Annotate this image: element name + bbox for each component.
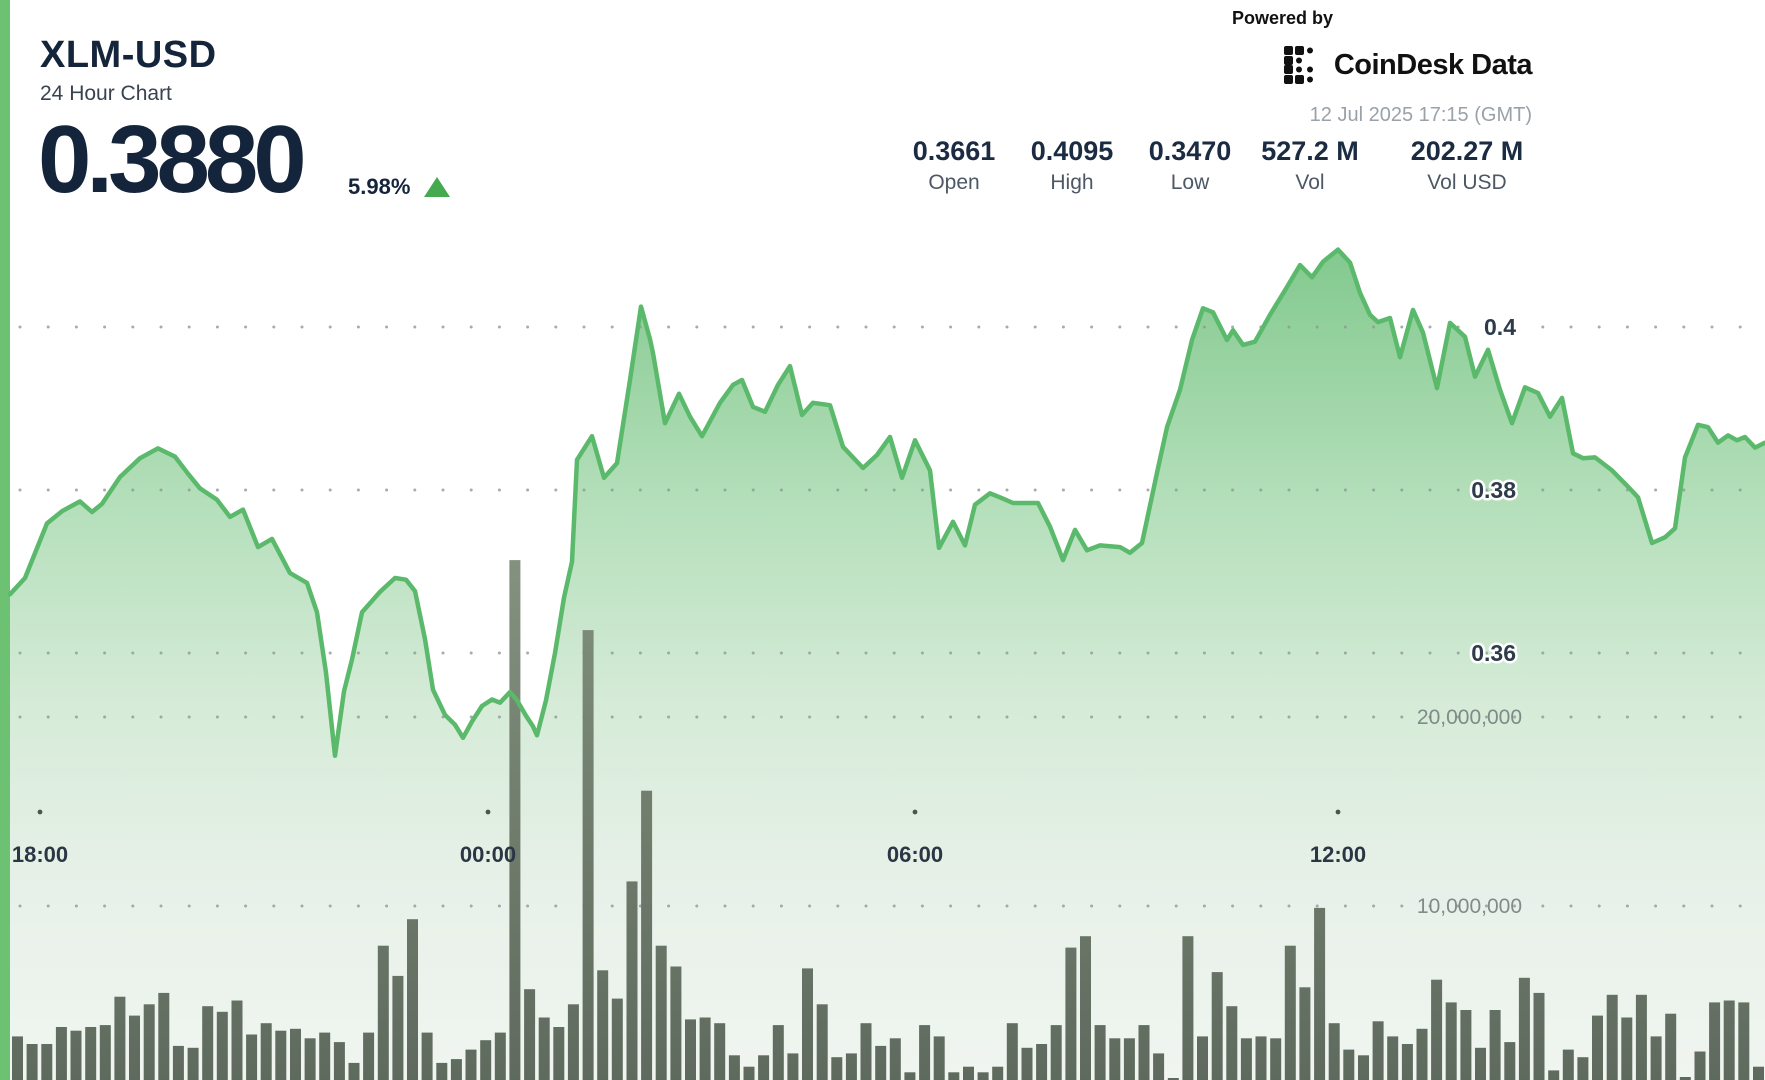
stat-vol-usd-value: 202.27 M xyxy=(1410,136,1524,166)
stat-open-label: Open xyxy=(928,171,980,194)
chart-subtitle: 24 Hour Chart xyxy=(40,82,172,105)
stat-open: 0.3661 Open xyxy=(913,136,996,196)
volume-bars xyxy=(12,560,1764,1080)
stat-high: 0.4095 High xyxy=(1031,136,1114,196)
price-change: 5.98% xyxy=(348,174,451,200)
stat-vol-label: Vol xyxy=(1295,171,1325,194)
price-change-pct: 5.98% xyxy=(348,174,411,199)
brand-name: CoinDesk Data xyxy=(1333,48,1533,81)
left-accent-bar xyxy=(0,0,10,1080)
stat-low-label: Low xyxy=(1170,171,1210,194)
stat-vol-usd-label: Vol USD xyxy=(1427,171,1507,194)
price-line xyxy=(7,247,1765,758)
current-price: 0.3880 xyxy=(38,106,307,213)
powered-by-label: Powered by xyxy=(1232,8,1334,28)
price-area-fill xyxy=(10,249,1765,1080)
coindesk-logo-icon xyxy=(1283,46,1313,84)
stat-vol-value: 527.2 M xyxy=(1261,136,1359,166)
timestamp: 12 Jul 2025 17:15 (GMT) xyxy=(1309,104,1532,126)
svg-text:20,000,000: 20,000,000 xyxy=(1417,706,1522,729)
stats-row: 0.3661 Open 0.4095 High 0.3470 Low 527.2… xyxy=(0,136,1765,206)
up-triangle-icon xyxy=(424,177,451,197)
stat-high-value: 0.4095 xyxy=(1030,136,1114,166)
svg-text:18:00: 18:00 xyxy=(12,842,68,867)
svg-text:10,000,000: 10,000,000 xyxy=(1417,895,1522,918)
stat-vol-usd: 202.27 M Vol USD xyxy=(1411,136,1524,196)
symbol-title: XLM-USD xyxy=(40,34,217,76)
svg-text:0.38: 0.38 xyxy=(1471,477,1516,503)
stat-open-value: 0.3661 xyxy=(912,136,996,166)
stat-low-value: 0.3470 xyxy=(1148,136,1232,166)
svg-text:06:00: 06:00 xyxy=(887,842,943,867)
axis-labels: 0.4 0.38 0.36 20,000,000 10,000,000 18:00 00:0… xyxy=(12,312,1522,919)
svg-text:0.36: 0.36 xyxy=(1471,640,1516,666)
brand-row: CoinDesk Data xyxy=(1283,46,1533,84)
stat-high-label: High xyxy=(1050,171,1094,194)
svg-text:00:00: 00:00 xyxy=(460,842,516,867)
svg-text:12:00: 12:00 xyxy=(1310,842,1366,867)
stat-low: 0.3470 Low xyxy=(1149,136,1232,196)
stat-vol: 527.2 M Vol xyxy=(1261,136,1359,196)
svg-text:0.4: 0.4 xyxy=(1484,314,1516,340)
